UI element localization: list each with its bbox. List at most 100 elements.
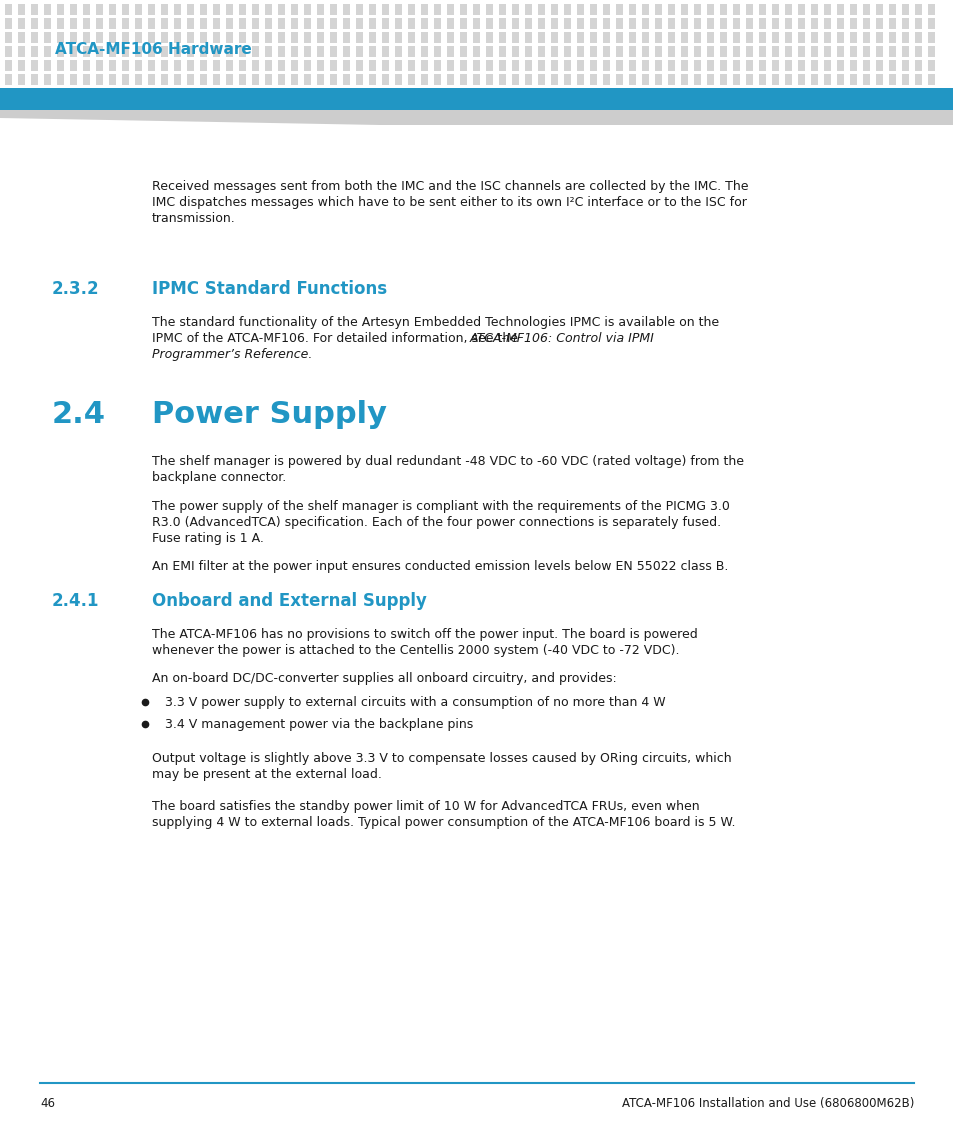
- Bar: [148, 32, 154, 44]
- Bar: [759, 3, 765, 15]
- Bar: [720, 46, 726, 57]
- Bar: [537, 18, 544, 29]
- Bar: [122, 74, 129, 85]
- Text: The shelf manager is powered by dual redundant -48 VDC to -60 VDC (rated voltage: The shelf manager is powered by dual red…: [152, 455, 743, 468]
- Bar: [836, 46, 843, 57]
- Bar: [434, 46, 440, 57]
- Bar: [706, 32, 713, 44]
- Bar: [667, 60, 675, 71]
- Bar: [849, 3, 856, 15]
- Bar: [395, 32, 401, 44]
- Bar: [589, 60, 597, 71]
- Bar: [589, 3, 597, 15]
- Bar: [823, 18, 830, 29]
- Polygon shape: [0, 110, 953, 125]
- Bar: [277, 18, 285, 29]
- Bar: [381, 32, 389, 44]
- Bar: [277, 3, 285, 15]
- Bar: [459, 60, 467, 71]
- Text: ATCA-MF106 Hardware: ATCA-MF106 Hardware: [55, 42, 252, 57]
- Bar: [187, 32, 193, 44]
- Bar: [434, 74, 440, 85]
- Bar: [447, 18, 454, 29]
- Bar: [551, 46, 558, 57]
- Bar: [434, 18, 440, 29]
- Bar: [83, 60, 90, 71]
- Bar: [83, 18, 90, 29]
- Bar: [109, 46, 116, 57]
- Bar: [693, 60, 700, 71]
- Bar: [18, 46, 25, 57]
- Bar: [291, 32, 297, 44]
- Bar: [485, 18, 493, 29]
- Bar: [641, 60, 648, 71]
- Bar: [122, 3, 129, 15]
- Bar: [836, 3, 843, 15]
- Bar: [641, 32, 648, 44]
- Bar: [485, 32, 493, 44]
- Text: IPMC Standard Functions: IPMC Standard Functions: [152, 281, 387, 298]
- Bar: [680, 18, 687, 29]
- Bar: [680, 74, 687, 85]
- Bar: [213, 74, 220, 85]
- Bar: [330, 32, 336, 44]
- Bar: [213, 18, 220, 29]
- Bar: [381, 3, 389, 15]
- Bar: [901, 18, 908, 29]
- Bar: [759, 74, 765, 85]
- Bar: [161, 74, 168, 85]
- Bar: [875, 46, 882, 57]
- Bar: [5, 46, 12, 57]
- Bar: [745, 46, 752, 57]
- Bar: [135, 74, 142, 85]
- Bar: [485, 74, 493, 85]
- Bar: [797, 18, 804, 29]
- Bar: [330, 46, 336, 57]
- Bar: [524, 32, 532, 44]
- Bar: [577, 60, 583, 71]
- Bar: [706, 46, 713, 57]
- Bar: [849, 60, 856, 71]
- Bar: [316, 46, 324, 57]
- Bar: [239, 32, 246, 44]
- Bar: [759, 60, 765, 71]
- Bar: [381, 74, 389, 85]
- Bar: [602, 74, 609, 85]
- Bar: [745, 74, 752, 85]
- Bar: [408, 60, 415, 71]
- Bar: [784, 60, 791, 71]
- Bar: [277, 32, 285, 44]
- Bar: [434, 32, 440, 44]
- Bar: [628, 74, 636, 85]
- Bar: [96, 3, 103, 15]
- Bar: [628, 60, 636, 71]
- Bar: [381, 18, 389, 29]
- Bar: [420, 60, 428, 71]
- Bar: [420, 3, 428, 15]
- Bar: [706, 18, 713, 29]
- Text: Output voltage is slightly above 3.3 V to compensate losses caused by ORing circ: Output voltage is slightly above 3.3 V t…: [152, 752, 731, 765]
- Bar: [759, 46, 765, 57]
- Bar: [44, 46, 51, 57]
- Bar: [173, 18, 181, 29]
- Bar: [628, 32, 636, 44]
- Bar: [823, 74, 830, 85]
- Bar: [473, 46, 479, 57]
- Bar: [213, 32, 220, 44]
- Bar: [551, 18, 558, 29]
- Bar: [252, 74, 258, 85]
- Bar: [343, 60, 350, 71]
- Bar: [304, 18, 311, 29]
- Bar: [875, 32, 882, 44]
- Bar: [914, 46, 921, 57]
- Bar: [512, 74, 518, 85]
- Bar: [602, 18, 609, 29]
- Bar: [720, 32, 726, 44]
- Bar: [447, 60, 454, 71]
- Bar: [109, 32, 116, 44]
- Bar: [577, 3, 583, 15]
- Bar: [83, 32, 90, 44]
- Bar: [862, 3, 869, 15]
- Bar: [5, 60, 12, 71]
- Bar: [641, 46, 648, 57]
